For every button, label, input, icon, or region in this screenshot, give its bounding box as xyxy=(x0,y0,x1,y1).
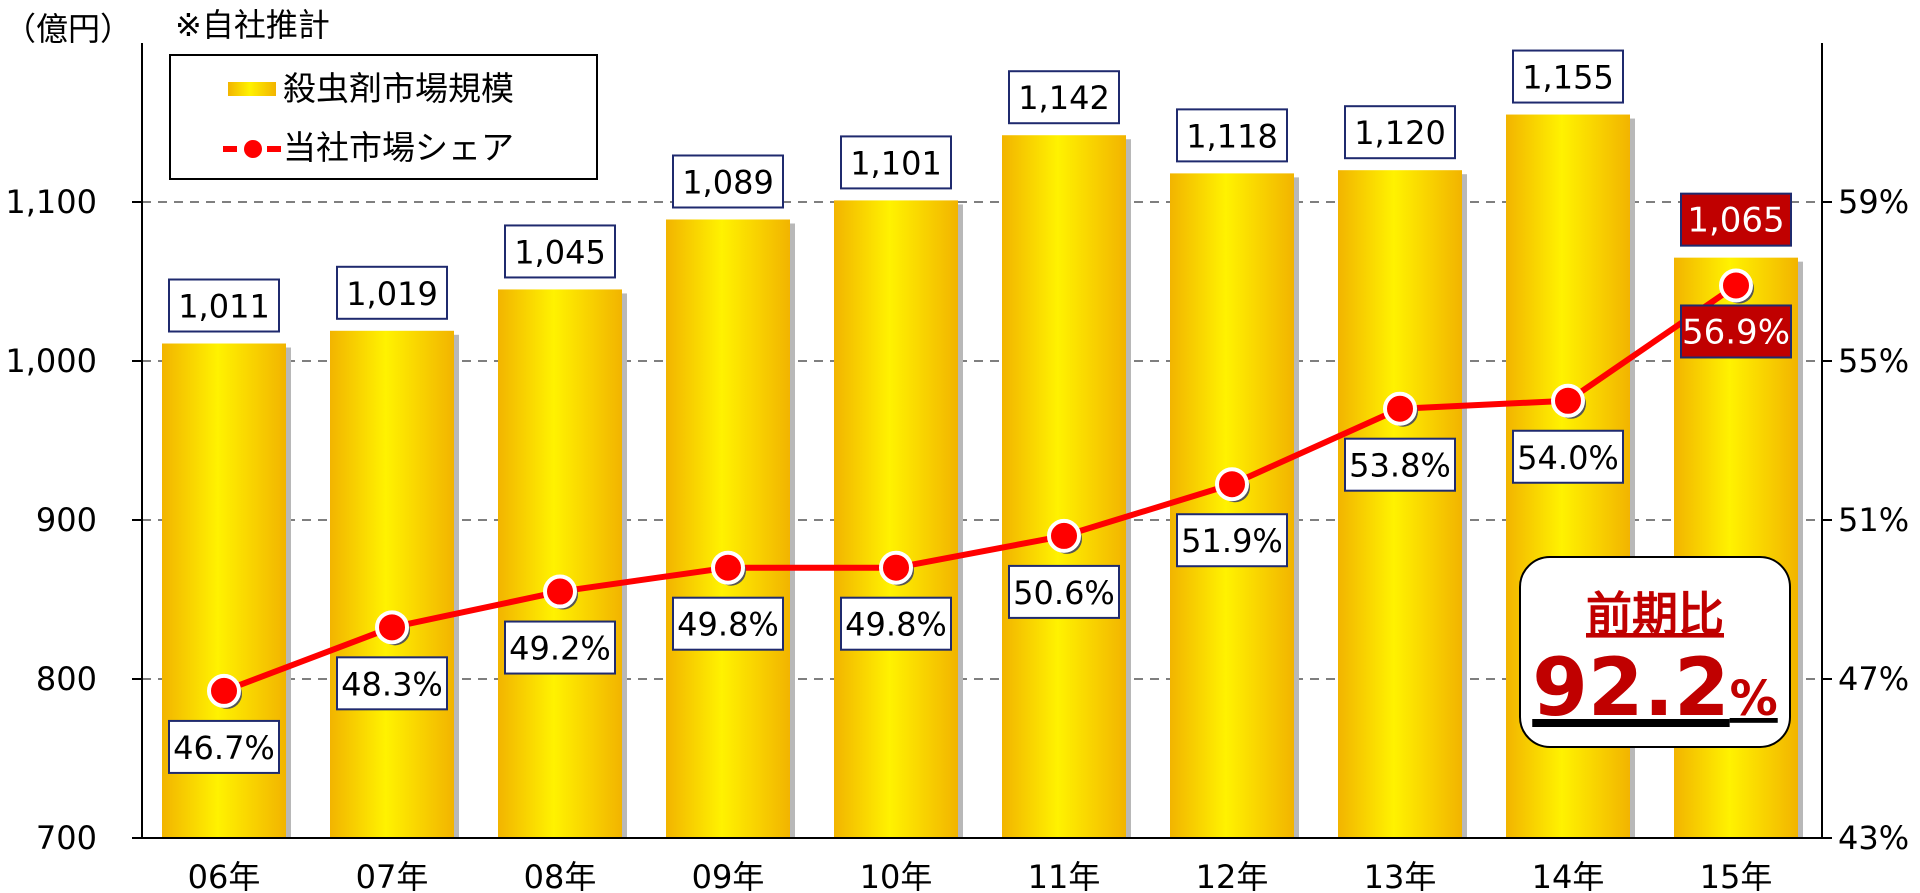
share-marker xyxy=(375,610,409,645)
share-value-label: 50.6% xyxy=(1013,574,1115,612)
right-tick-label: 59% xyxy=(1838,183,1909,221)
x-tick-label: 11年 xyxy=(1028,858,1101,893)
x-tick-label: 10年 xyxy=(860,858,933,893)
share-marker xyxy=(1215,467,1249,502)
share-marker xyxy=(1551,383,1585,418)
callout-box xyxy=(1519,556,1791,748)
bar-value-box xyxy=(840,135,952,190)
share-value-label: 51.9% xyxy=(1181,522,1283,560)
share-value-label: 49.2% xyxy=(509,630,611,668)
share-value-label: 49.8% xyxy=(677,606,779,644)
bar-value-box xyxy=(336,265,448,320)
share-value-box xyxy=(1680,304,1792,359)
callout-unit: % xyxy=(1730,671,1778,727)
share-line xyxy=(222,283,1738,694)
bar-value-box xyxy=(168,278,280,333)
legend-bar-label: 殺虫剤市場規模 xyxy=(283,69,514,108)
bar-value-box xyxy=(1344,105,1456,160)
bar-value-box xyxy=(672,154,784,209)
bar-value-label: 1,045 xyxy=(514,233,606,271)
x-tick-label: 12年 xyxy=(1196,858,1269,893)
bar xyxy=(498,289,622,838)
share-marker xyxy=(879,550,913,585)
bar xyxy=(834,200,958,838)
bar xyxy=(330,330,454,838)
x-tick-label: 06年 xyxy=(188,858,261,893)
share-value-label: 46.7% xyxy=(173,729,275,767)
share-marker xyxy=(543,574,577,609)
bar-value-label: 1,089 xyxy=(682,163,774,201)
bar xyxy=(1002,135,1126,839)
share-value-box xyxy=(336,656,448,711)
bar-value-label: 1,065 xyxy=(1687,201,1784,241)
share-value-label: 53.8% xyxy=(1349,447,1451,485)
bar xyxy=(1338,170,1462,838)
legend-box xyxy=(169,54,598,180)
share-marker xyxy=(711,550,745,585)
share-marker xyxy=(1047,518,1081,553)
callout-value: 92.2 xyxy=(1532,641,1729,734)
bar-value-box xyxy=(504,224,616,279)
share-value-box xyxy=(672,596,784,651)
callout-value-text: 92.2% xyxy=(1532,641,1777,734)
share-line-series xyxy=(207,268,1754,709)
bar-value-box xyxy=(1512,49,1624,104)
bar-value-label: 1,142 xyxy=(1018,79,1110,117)
bar-value-label: 1,120 xyxy=(1354,114,1446,152)
left-tick-label: 1,100 xyxy=(5,183,97,221)
left-tick-label: 800 xyxy=(36,660,97,698)
share-value-box xyxy=(1008,564,1120,619)
right-tick-label: 51% xyxy=(1838,501,1909,539)
left-tick-label: 1,000 xyxy=(5,342,97,380)
x-tick-label: 09年 xyxy=(692,858,765,893)
right-tick-label: 47% xyxy=(1838,660,1909,698)
bar-value-label: 1,101 xyxy=(850,144,942,182)
share-value-label: 49.8% xyxy=(845,606,947,644)
left-tick-label: 700 xyxy=(36,819,97,857)
bar-value-label: 1,155 xyxy=(1522,59,1614,97)
legend-bar-swatch xyxy=(228,82,276,96)
share-value-box xyxy=(840,596,952,651)
share-value-label: 54.0% xyxy=(1517,439,1619,477)
bar-value-box xyxy=(1008,70,1120,125)
axes: 700 800 900 1,000 1,100 43% 47% 51% 55% 59% 06年 07年… xyxy=(5,43,1909,893)
share-marker xyxy=(207,673,241,708)
share-value-label: 48.3% xyxy=(341,665,443,703)
share-value-box xyxy=(1176,513,1288,568)
bar xyxy=(1170,173,1294,838)
x-tick-label: 14年 xyxy=(1532,858,1605,893)
right-tick-label: 55% xyxy=(1838,342,1909,380)
x-tick-label: 07年 xyxy=(356,858,429,893)
share-value-box xyxy=(1344,437,1456,492)
share-value-box xyxy=(504,620,616,675)
share-marker xyxy=(1383,391,1417,426)
left-tick-label: 900 xyxy=(36,501,97,539)
yoy-callout: 前期比 92.2% xyxy=(1519,556,1791,748)
legend-line-label: 当社市場シェア xyxy=(283,128,514,167)
share-value-label: 56.9% xyxy=(1682,312,1790,352)
share-value-box xyxy=(1512,429,1624,484)
left-axis-unit: （億円） xyxy=(4,10,132,48)
estimate-note: ※自社推計 xyxy=(175,6,330,44)
bar xyxy=(666,219,790,839)
callout-title: 前期比 xyxy=(1586,587,1724,641)
legend-line-marker xyxy=(244,140,262,158)
data-labels: 1,011 1,019 1,045 1,089 1,101 1,142 1,118 1,120… xyxy=(168,49,1792,774)
bar-value-box xyxy=(1680,192,1792,247)
share-value-box xyxy=(168,719,280,774)
bar-value-box xyxy=(1176,108,1288,163)
x-tick-label: 15年 xyxy=(1700,858,1773,893)
bar-value-label: 1,019 xyxy=(346,275,438,313)
bar-value-label: 1,011 xyxy=(178,288,270,326)
right-tick-label: 43% xyxy=(1838,819,1909,857)
legend: 殺虫剤市場規模 当社市場シェア xyxy=(169,54,598,180)
x-tick-label: 08年 xyxy=(524,858,597,893)
bar-value-label: 1,118 xyxy=(1186,117,1278,155)
x-tick-label: 13年 xyxy=(1364,858,1437,893)
share-marker xyxy=(1719,268,1753,303)
